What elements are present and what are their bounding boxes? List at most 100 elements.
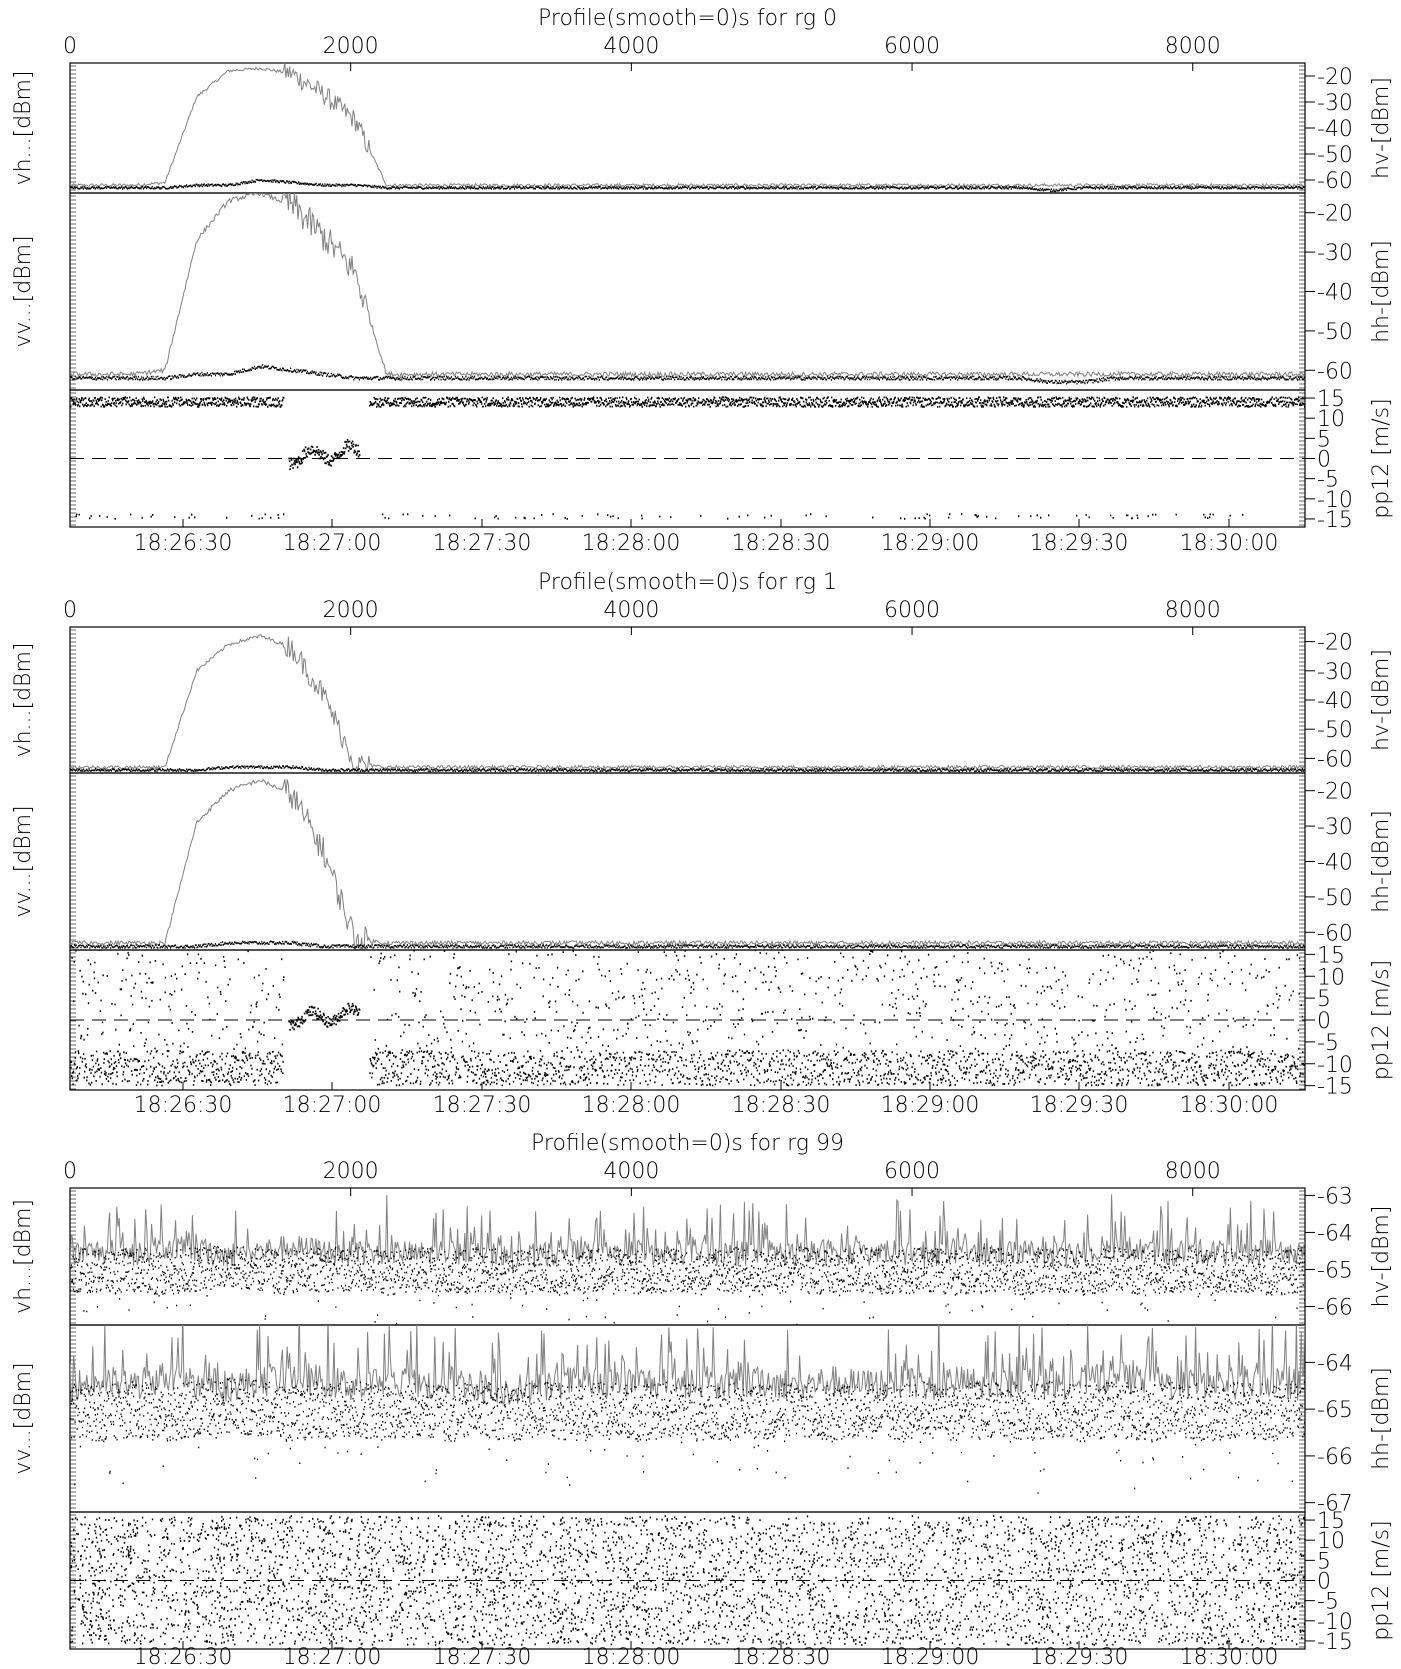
- time-tick-label: 18:29:00: [881, 531, 980, 556]
- series-gray-line: [70, 778, 1305, 950]
- right-tick-label: -63: [1317, 1184, 1353, 1209]
- right-tick-label: -60: [1317, 921, 1353, 946]
- right-tick-label: -50: [1317, 886, 1353, 911]
- right-tick-label: 15: [1317, 943, 1345, 968]
- time-tick-label: 18:30:00: [1180, 1093, 1279, 1118]
- plot-area: [70, 633, 1305, 773]
- right-axis-label: hv-[dBm]: [1369, 77, 1394, 179]
- time-tick-label: 18:28:30: [732, 531, 831, 556]
- top-tick-label: 6000: [884, 34, 940, 59]
- panel-0-0: -20-30-40-50-60 vh...[dBm] hv-[dBm]: [11, 62, 1394, 194]
- right-tick-label: -30: [1317, 660, 1353, 685]
- time-tick-label: 18:28:00: [582, 531, 681, 556]
- panel-2-0: -63 -64 -65 -66 vh...[dBm] hv-[dBm]: [11, 1184, 1394, 1326]
- time-tick-label: 18:27:30: [433, 1093, 532, 1118]
- top-tick-label: 4000: [603, 598, 659, 623]
- plot-area: [70, 1515, 1305, 1646]
- top-tick-label: 4000: [603, 1159, 659, 1184]
- right-tick-label: 15: [1317, 1509, 1345, 1534]
- plot-area: [70, 1194, 1305, 1325]
- plot-area: [70, 396, 1305, 520]
- series-black-dots: [70, 940, 1305, 949]
- top-tick-label: 6000: [884, 1159, 940, 1184]
- right-axis-label: hh-[dBm]: [1369, 1367, 1394, 1470]
- plot-area: [70, 63, 1305, 193]
- right-tick-label: -60: [1317, 169, 1353, 194]
- right-tick-label: -66: [1317, 1445, 1353, 1470]
- top-tick-label: 2000: [323, 1159, 379, 1184]
- right-tick-label: -15: [1317, 1075, 1353, 1100]
- left-axis-label: vh...[dBm]: [11, 71, 36, 186]
- panel-2-1: -64 -65 -66 -67 vv...[dBm] hh-[dBm]: [11, 1324, 1394, 1517]
- panel-frame: [69, 626, 1306, 774]
- panel-1-1: -20 -30 -40 -50 -60 vv...[dBm] hh-[dBm]: [11, 772, 1394, 951]
- right-axis-label: hh-[dBm]: [1369, 810, 1394, 913]
- series-black-dots: [70, 765, 1305, 773]
- time-tick-label: 18:28:00: [582, 1093, 681, 1118]
- series-black-dots: [70, 1377, 1305, 1494]
- series-gray-line: [70, 633, 1305, 773]
- right-tick-label: -60: [1317, 747, 1353, 772]
- right-tick-label: 10: [1317, 407, 1345, 432]
- time-tick-label: 18:29:30: [1030, 1093, 1129, 1118]
- right-tick-label: -50: [1317, 718, 1353, 743]
- right-tick-label: 15: [1317, 387, 1345, 412]
- right-tick-label: -20: [1317, 202, 1353, 227]
- right-tick-label: -5: [1317, 1031, 1339, 1056]
- right-tick-label: -64: [1317, 1351, 1353, 1376]
- top-tick-label: 2000: [323, 34, 379, 59]
- right-tick-label: -30: [1317, 241, 1353, 266]
- right-tick-label: 0: [1317, 448, 1331, 473]
- right-tick-label: -64: [1317, 1221, 1353, 1246]
- plot-area: [70, 950, 1305, 1087]
- right-tick-label: -65: [1317, 1398, 1353, 1423]
- right-tick-label: -15: [1317, 1630, 1353, 1655]
- time-tick-label: 18:28:30: [732, 1093, 831, 1118]
- top-tick-label: 0: [63, 1159, 77, 1184]
- right-axis-label: hv-[dBm]: [1369, 649, 1394, 751]
- chart-1: Profile(smooth=0)s for rg 1 0 2000 4000 6000…: [11, 570, 1394, 1118]
- panel-1-0: -20 -30 -40 -50 -60 vh...[dBm] hv-[dBm]: [11, 626, 1394, 774]
- right-tick-label: -5: [1317, 1590, 1339, 1615]
- plot-area: [70, 778, 1305, 950]
- panel-frame: [69, 192, 1306, 391]
- right-tick-label: -15: [1317, 508, 1353, 533]
- right-tick-label: 0: [1317, 1570, 1331, 1595]
- panel-0-1: -20 -30 -40 -50 -60 vv...[dBm] hh-[dBm]: [11, 192, 1394, 391]
- right-tick-label: -30: [1317, 815, 1353, 840]
- right-tick-label: 5: [1317, 1549, 1331, 1574]
- right-tick-label: -40: [1317, 117, 1353, 142]
- series-gray-line: [70, 1325, 1305, 1405]
- time-tick-label: 18:27:30: [433, 531, 532, 556]
- right-tick-label: 10: [1317, 965, 1345, 990]
- time-tick-label: 18:26:30: [134, 531, 233, 556]
- velocity-scatter-points: [70, 396, 1305, 520]
- series-black-dots: [70, 1245, 1305, 1325]
- velocity-scatter-points: [70, 950, 1305, 1087]
- right-tick-label: 10: [1317, 1529, 1345, 1554]
- top-tick-label: 8000: [1165, 34, 1221, 59]
- chart-title: Profile(smooth=0)s for rg 99: [531, 1131, 844, 1156]
- left-axis-label: vv...[dBm]: [11, 805, 36, 917]
- time-tick-label: 18:30:00: [1180, 531, 1279, 556]
- right-axis-label: pp12 [m/s]: [1369, 1520, 1394, 1640]
- top-tick-label: 8000: [1165, 1159, 1221, 1184]
- right-tick-label: -10: [1317, 1610, 1353, 1635]
- time-tick-label: 18:26:30: [134, 1093, 233, 1118]
- time-tick-label: 18:27:00: [283, 531, 382, 556]
- right-tick-label: 5: [1317, 427, 1331, 452]
- plot-area: [70, 1325, 1305, 1494]
- left-axis-label: vv...[dBm]: [11, 1362, 36, 1474]
- right-tick-label: -50: [1317, 320, 1353, 345]
- time-tick-label: 18:29:30: [1030, 531, 1129, 556]
- chart-2: Profile(smooth=0)s for rg 99 0 2000 4000 600…: [11, 1131, 1394, 1669]
- top-tick-label: 0: [63, 34, 77, 59]
- plot-area: [70, 193, 1305, 385]
- chart-0: Profile(smooth=0)s for rg 0 0 2000 4000 6000…: [11, 6, 1394, 556]
- left-axis-label: vv...[dBm]: [11, 235, 36, 347]
- left-axis-label: vh...[dBm]: [11, 643, 36, 758]
- right-tick-label: -65: [1317, 1258, 1353, 1283]
- right-tick-label: -20: [1317, 65, 1353, 90]
- series-black-dots: [70, 178, 1305, 193]
